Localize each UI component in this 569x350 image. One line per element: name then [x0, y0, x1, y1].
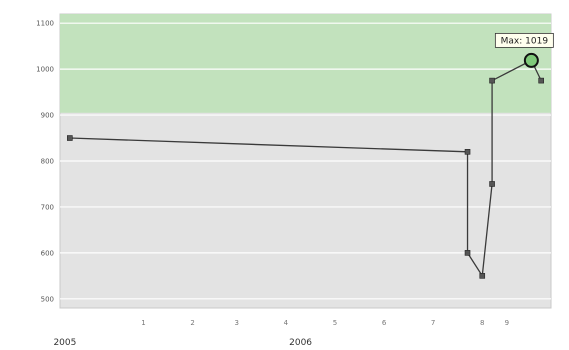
data-point	[464, 250, 471, 256]
year-label: 2005	[53, 338, 76, 348]
target-band	[60, 14, 551, 113]
x-tick-label: 6	[382, 319, 387, 327]
callout-box	[494, 32, 554, 48]
y-axis-labels: 500 600 700 800 900 1000 1100	[36, 20, 54, 304]
y-tick-label: 800	[41, 158, 54, 166]
x-tick-label: 3	[235, 319, 239, 327]
data-point	[538, 77, 544, 84]
data-point	[489, 181, 495, 187]
x-tick-label: 9	[505, 319, 509, 327]
x-axis-labels: 1 2 3 4 5 6 7 8 9	[141, 319, 509, 327]
year-labels: 2005 2006	[53, 338, 312, 348]
data-point	[464, 149, 471, 155]
y-tick-label: 700	[41, 203, 54, 211]
data-point	[67, 135, 73, 141]
x-tick-label: 7	[431, 319, 435, 327]
x-tick-label: 8	[480, 319, 484, 327]
max-callout: Max: 1019	[494, 32, 554, 68]
y-tick-label: 600	[41, 249, 54, 257]
x-tick-label: 2	[190, 319, 194, 327]
y-tick-label: 1000	[36, 66, 54, 74]
year-label: 2006	[289, 338, 312, 348]
y-tick-label: 500	[41, 295, 54, 303]
callout-label: Max: 1019	[501, 36, 549, 46]
max-marker	[523, 52, 539, 68]
y-tick-label: 1100	[36, 20, 54, 28]
x-tick-label: 1	[141, 319, 145, 327]
x-tick-label: 5	[333, 319, 337, 327]
data-point	[489, 77, 495, 84]
y-tick-label: 900	[41, 112, 54, 120]
x-tick-label: 4	[284, 319, 289, 327]
data-point	[479, 273, 486, 279]
